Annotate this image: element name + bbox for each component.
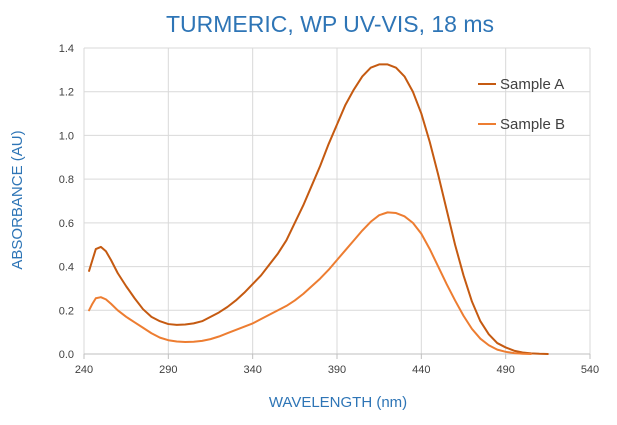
y-tick-label: 1.4: [59, 43, 74, 55]
y-tick-label: 1.0: [59, 130, 74, 142]
x-tick-label: 390: [328, 364, 346, 376]
legend-label: Sample A: [500, 76, 564, 93]
y-tick-label: 0.4: [59, 262, 74, 274]
chart-title: TURMERIC, WP UV-VIS, 18 ms: [166, 11, 494, 37]
axes: [83, 47, 591, 359]
y-tick-label: 0.0: [59, 349, 74, 361]
series-line-sample-a: [88, 63, 549, 355]
legend: Sample A Sample B: [478, 76, 565, 133]
x-tick-label: 440: [412, 364, 430, 376]
x-tick-label: 340: [243, 364, 261, 376]
x-tick-label: 490: [496, 364, 514, 376]
legend-label: Sample B: [500, 116, 565, 133]
series-line-sample-b: [88, 211, 532, 355]
x-tick-label: 540: [581, 364, 599, 376]
data-series: [88, 63, 549, 355]
gridlines: [83, 47, 591, 354]
x-tick-label: 290: [159, 364, 177, 376]
legend-item: Sample A: [478, 76, 564, 93]
y-axis-title: ABSORBANCE (AU): [9, 130, 26, 269]
y-tick-label: 0.2: [59, 305, 74, 317]
x-tick-label: 240: [75, 364, 93, 376]
tick-labels: 0.0 0.2 0.4 0.6 0.8 1.0 1.2 1.4 240 290 340 390 440 4…: [59, 43, 599, 376]
y-tick-label: 1.2: [59, 87, 74, 99]
x-axis-title: WAVELENGTH (nm): [269, 394, 407, 411]
y-tick-label: 0.8: [59, 174, 74, 186]
y-tick-label: 0.6: [59, 218, 74, 230]
legend-item: Sample B: [478, 116, 565, 133]
